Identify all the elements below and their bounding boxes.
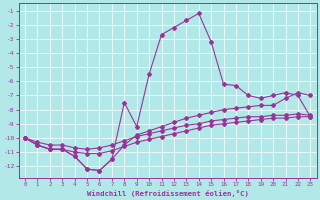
X-axis label: Windchill (Refroidissement éolien,°C): Windchill (Refroidissement éolien,°C)	[87, 190, 249, 197]
